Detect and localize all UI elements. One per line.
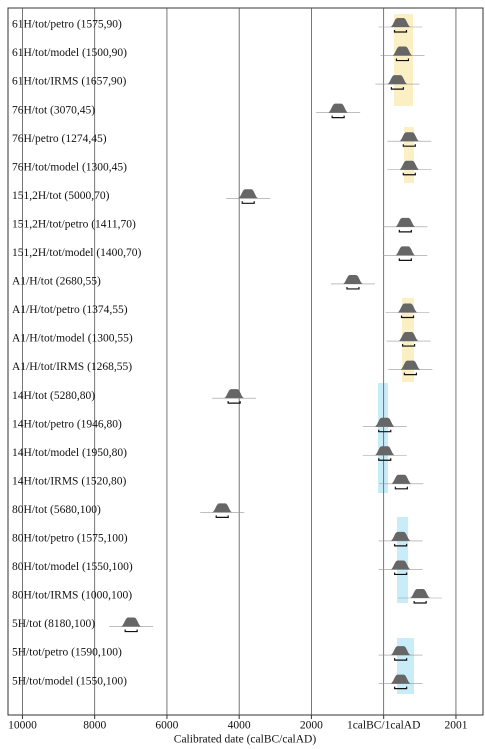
range-bracket [227, 401, 241, 404]
highlight [378, 383, 388, 493]
range-bracket [413, 601, 427, 604]
distribution [390, 646, 411, 656]
x-tick-label: 4000 [228, 720, 251, 732]
distribution [391, 474, 412, 484]
x-tick-label: 6000 [155, 720, 178, 732]
range-bracket [395, 58, 410, 62]
row-label: 61H/tot/IRMS (1657,90) [12, 76, 127, 88]
range-bracket [400, 315, 415, 319]
row-label: A1/H/tot/IRMS (1268,55) [12, 361, 132, 373]
x-tick-label: 2000 [300, 720, 323, 732]
range-bracket [394, 543, 408, 547]
range-bracket [394, 486, 408, 490]
range-bracket [401, 344, 416, 347]
distribution [410, 589, 431, 598]
range-bracket [378, 429, 392, 433]
row-label: A1/H/tot (2680,55) [12, 276, 101, 288]
row-label: 151,2H/tot (5000,70) [12, 190, 110, 202]
row-label: 80H/tot/model (1550,100) [12, 561, 133, 573]
distribution [342, 274, 363, 284]
distribution [390, 531, 411, 541]
row-label: 14H/tot/IRMS (1520,80) [12, 475, 127, 487]
range-bracket [398, 258, 412, 261]
range-bracket [402, 144, 416, 147]
distribution [212, 503, 233, 513]
distribution [392, 46, 413, 56]
distribution [374, 417, 395, 427]
plot-frame [7, 7, 484, 716]
row-label: 14H/tot/petro (1946,80) [12, 418, 122, 430]
range-bracket [402, 172, 416, 176]
range-bracket [393, 30, 408, 33]
range-bracket [394, 658, 408, 661]
range-bracket [241, 201, 255, 204]
distribution [399, 132, 420, 142]
distribution [238, 189, 259, 199]
x-tick-label: 8000 [83, 720, 106, 732]
row-label: 61H/tot/petro (1575,90) [12, 19, 122, 31]
row-label: 5H/tot (8180,100) [12, 618, 95, 630]
highlight [404, 127, 414, 183]
distribution [390, 674, 411, 684]
row-label: 5H/tot/model (1550,100) [12, 675, 127, 687]
distribution [328, 103, 349, 113]
distribution [374, 446, 395, 456]
row-label: 80H/tot/petro (1575,100) [12, 533, 128, 545]
distribution [395, 217, 416, 227]
distribution [399, 160, 420, 170]
x-tick-label: 1calBC/1calAD [347, 720, 420, 732]
row-label: A1/H/tot/petro (1374,55) [12, 304, 128, 316]
row-label: 14H/tot (5280,80) [12, 390, 95, 402]
x-tick-label: 10000 [8, 720, 37, 732]
distribution [224, 389, 245, 399]
range-bracket [331, 115, 345, 119]
row-label: 61H/tot/model (1500,90) [12, 47, 127, 59]
distribution [395, 246, 416, 256]
distribution [397, 303, 418, 313]
row-label: 80H/tot/IRMS (1000,100) [12, 590, 132, 602]
row-label: 151,2H/tot/petro (1411,70) [12, 218, 136, 230]
row-label: 80H/tot (5680,100) [12, 504, 101, 516]
range-bracket [394, 686, 408, 690]
range-bracket [403, 372, 417, 376]
distribution [398, 332, 419, 342]
range-bracket [124, 629, 138, 633]
distribution [387, 75, 408, 85]
row-label: A1/H/tot/model (1300,55) [12, 333, 133, 345]
range-bracket [346, 286, 360, 290]
row-label: 14H/tot/model (1950,80) [12, 447, 127, 459]
row-label: 76H/tot (3070,45) [12, 104, 95, 116]
row-label: 76H/petro (1274,45) [12, 133, 107, 145]
x-tick-label: 2001 [444, 720, 467, 732]
row-label: 5H/tot/petro (1590,100) [12, 647, 122, 659]
row-label: 76H/tot/model (1300,45) [12, 161, 127, 173]
range-bracket [394, 572, 408, 576]
range-bracket [215, 515, 229, 518]
x-axis-label: Calibrated date (calBC/calAD) [174, 734, 317, 746]
row-label: 151,2H/tot/model (1400,70) [12, 247, 142, 259]
range-bracket [378, 458, 392, 461]
highlight [397, 517, 408, 603]
distribution [400, 360, 421, 370]
distribution [390, 560, 411, 570]
range-bracket [398, 229, 412, 233]
distribution [121, 617, 142, 627]
distribution [390, 18, 411, 27]
range-bracket [390, 87, 404, 90]
